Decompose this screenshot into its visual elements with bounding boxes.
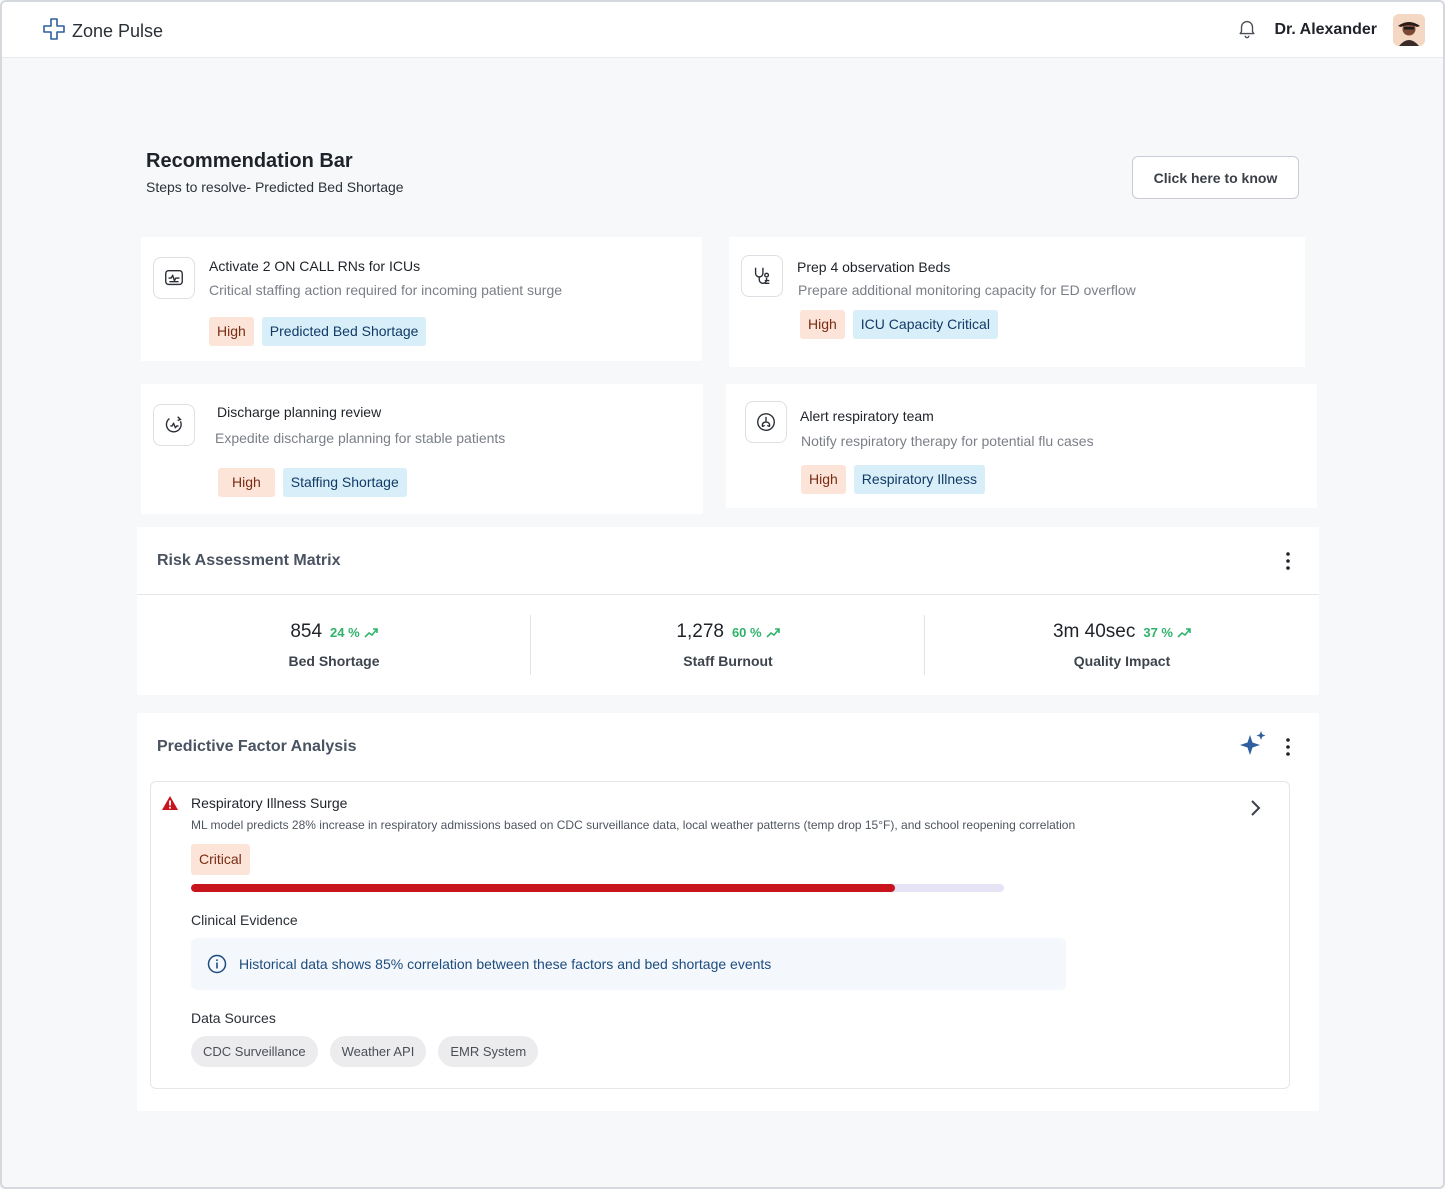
click-here-to-know-button[interactable]: Click here to know xyxy=(1132,156,1299,199)
trend-up-icon xyxy=(364,627,378,638)
metric-change-value: 37 % xyxy=(1143,625,1173,640)
card-title: Activate 2 ON CALL RNs for ICUs xyxy=(209,258,421,274)
category-badge: Staffing Shortage xyxy=(282,468,407,497)
evidence-box: Historical data shows 85% correlation be… xyxy=(191,938,1066,990)
medical-cross-logo-icon xyxy=(42,17,66,46)
data-source-chip[interactable]: CDC Surveillance xyxy=(191,1036,318,1067)
priority-badge: High xyxy=(801,465,846,494)
monitor-pulse-icon xyxy=(153,257,195,299)
card-title: Alert respiratory team xyxy=(800,408,934,424)
warning-icon xyxy=(161,795,179,816)
metric-change: 24 % xyxy=(330,625,378,640)
top-bar: Zone Pulse Dr. Alexander xyxy=(2,2,1443,58)
metric-value: 1,278 xyxy=(676,621,724,642)
bell-icon[interactable] xyxy=(1236,17,1258,44)
brand[interactable]: Zone Pulse xyxy=(42,17,163,46)
recommendation-title: Recommendation Bar xyxy=(146,150,353,172)
priority-badge: High xyxy=(209,317,254,346)
clipboard-pulse-icon xyxy=(153,404,195,446)
metric-bed-shortage: 854 24 % Bed Shortage xyxy=(137,595,531,695)
stethoscope-icon xyxy=(741,255,783,297)
card-description: Expedite discharge planning for stable p… xyxy=(215,430,506,446)
predictive-analysis-panel: Predictive Factor Analysis Respiratory I… xyxy=(137,713,1319,1111)
user-name[interactable]: Dr. Alexander xyxy=(1274,21,1377,38)
priority-badge: High xyxy=(218,468,275,497)
factor-description: ML model predicts 28% increase in respir… xyxy=(191,818,1076,832)
avatar[interactable] xyxy=(1393,14,1425,46)
metric-change: 37 % xyxy=(1143,625,1191,640)
recommendation-card[interactable]: Prep 4 observation Beds Prepare addition… xyxy=(729,237,1305,367)
panel-title: Risk Assessment Matrix xyxy=(157,552,341,569)
data-source-chips: CDC Surveillance Weather API EMR System xyxy=(191,1036,539,1067)
divider xyxy=(924,615,925,675)
card-title: Prep 4 observation Beds xyxy=(797,259,951,275)
factor-card[interactable]: Respiratory Illness Surge ML model predi… xyxy=(150,781,1290,1089)
metric-quality-impact: 3m 40sec 37 % Quality Impact xyxy=(925,595,1319,695)
brand-name: Zone Pulse xyxy=(72,21,164,41)
metric-value: 854 xyxy=(290,621,323,642)
card-description: Notify respiratory therapy for potential… xyxy=(801,433,1094,449)
category-badge: Respiratory Illness xyxy=(853,465,985,494)
evidence-text: Historical data shows 85% correlation be… xyxy=(239,956,772,972)
recommendation-card[interactable]: Discharge planning review Expedite disch… xyxy=(141,384,703,514)
divider xyxy=(530,615,531,675)
severity-badge: Critical xyxy=(191,844,250,875)
metric-change-value: 60 % xyxy=(731,625,762,640)
data-sources-title: Data Sources xyxy=(191,1010,276,1026)
card-description: Prepare additional monitoring capacity f… xyxy=(798,282,1136,298)
risk-progress-fill xyxy=(191,884,896,892)
lungs-icon xyxy=(745,401,787,443)
panel-title: Predictive Factor Analysis xyxy=(157,738,357,755)
category-badge: Predicted Bed Shortage xyxy=(261,317,427,346)
recommendation-card[interactable]: Activate 2 ON CALL RNs for ICUs Critical… xyxy=(141,237,702,361)
metric-value: 3m 40sec xyxy=(1052,621,1136,642)
category-badge: ICU Capacity Critical xyxy=(852,310,998,339)
evidence-title: Clinical Evidence xyxy=(191,912,298,928)
metric-label: Staff Burnout xyxy=(683,653,773,669)
data-source-chip[interactable]: Weather API xyxy=(329,1036,427,1067)
panel-header: Risk Assessment Matrix xyxy=(137,527,1319,595)
priority-badge: High xyxy=(800,310,845,339)
metric-label: Bed Shortage xyxy=(288,653,380,669)
ai-sparkle-icon[interactable] xyxy=(1238,729,1268,764)
metric-change-value: 24 % xyxy=(330,625,360,640)
more-options-icon[interactable] xyxy=(1278,551,1298,571)
more-options-icon[interactable] xyxy=(1278,737,1298,757)
risk-progress-bar xyxy=(191,884,1004,892)
factor-title: Respiratory Illness Surge xyxy=(191,795,348,811)
recommendation-card[interactable]: Alert respiratory team Notify respirator… xyxy=(726,384,1317,508)
metric-staff-burnout: 1,278 60 % Staff Burnout xyxy=(531,595,925,695)
risk-assessment-panel: Risk Assessment Matrix 854 24 % Bed Shor… xyxy=(137,527,1319,695)
info-icon xyxy=(207,954,227,979)
card-description: Critical staffing action required for in… xyxy=(209,282,563,298)
chevron-right-icon[interactable] xyxy=(1249,799,1261,822)
trend-up-icon xyxy=(766,627,780,638)
metric-label: Quality Impact xyxy=(1073,653,1171,669)
data-source-chip[interactable]: EMR System xyxy=(438,1036,539,1067)
card-title: Discharge planning review xyxy=(217,404,382,420)
recommendation-subtitle: Steps to resolve- Predicted Bed Shortage xyxy=(146,179,404,195)
metric-change: 60 % xyxy=(732,625,780,640)
trend-up-icon xyxy=(1177,627,1191,638)
